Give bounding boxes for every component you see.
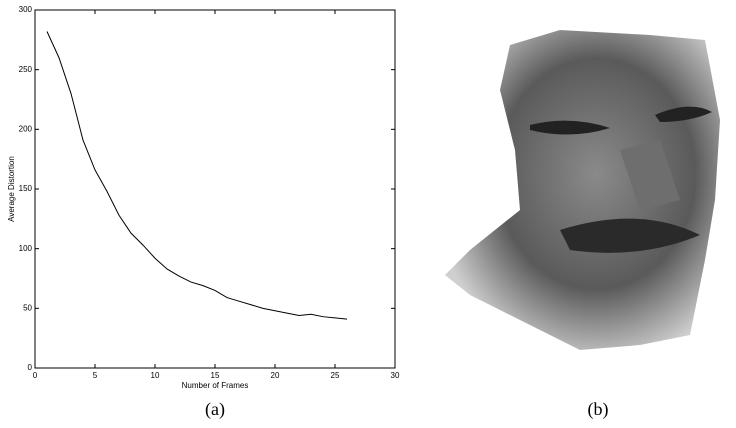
data-line xyxy=(46,31,348,320)
y-tick-label: 150 xyxy=(19,184,33,193)
y-tick-label: 250 xyxy=(19,65,33,74)
caption: (a) xyxy=(205,399,225,420)
y-axis-label: Average Distortion xyxy=(7,156,16,222)
caption: (b) xyxy=(588,399,609,420)
y-tick-label: 100 xyxy=(19,244,33,253)
y-tick-label: 300 xyxy=(19,5,33,14)
nose xyxy=(620,140,680,210)
x-tick-label: 15 xyxy=(211,371,220,380)
x-tick-label: 0 xyxy=(33,371,38,380)
y-tick-label: 0 xyxy=(28,363,33,372)
x-tick-label: 5 xyxy=(93,371,98,380)
y-tick-label: 50 xyxy=(23,303,32,312)
eye xyxy=(530,120,610,135)
x-tick-label: 30 xyxy=(391,371,400,380)
x-tick-label: 25 xyxy=(331,371,340,380)
y-tick-label: 200 xyxy=(19,124,33,133)
x-tick-label: 20 xyxy=(271,371,280,380)
face xyxy=(445,30,720,350)
face-image xyxy=(445,30,720,350)
mouth xyxy=(560,218,700,253)
plot-frame xyxy=(34,9,396,369)
x-tick-label: 10 xyxy=(151,371,160,380)
x-axis-label: Number of Frames xyxy=(182,381,249,390)
eye xyxy=(655,106,712,122)
